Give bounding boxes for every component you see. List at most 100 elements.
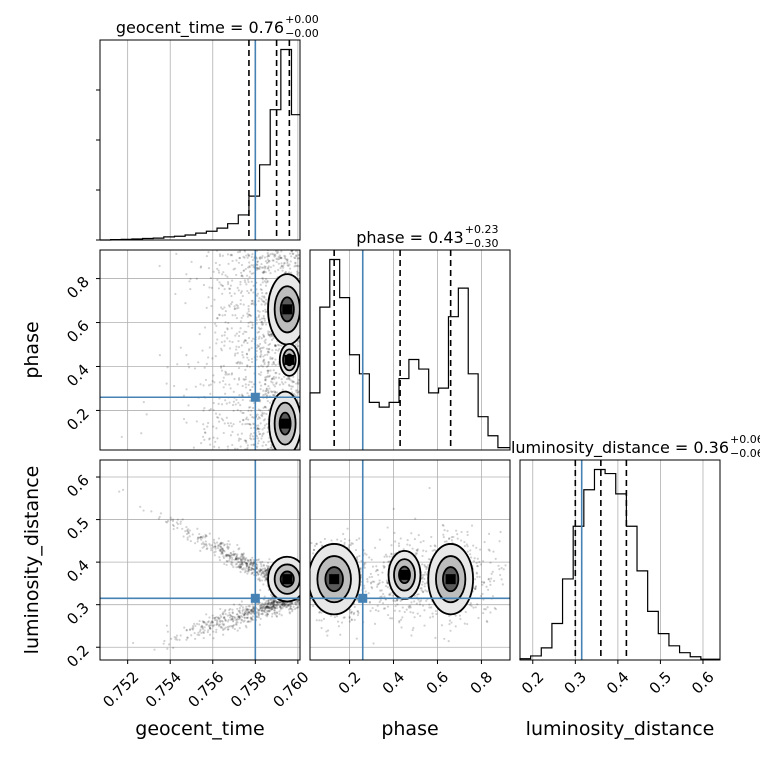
sample-point [280,257,282,259]
sample-point [251,327,253,329]
sample-point [368,592,370,594]
sample-point [263,315,265,317]
sample-point [292,253,294,255]
sample-point [469,553,471,555]
sample-point [172,518,174,520]
sample-point [205,540,207,542]
sample-point [264,609,266,611]
sample-point [213,271,215,273]
sample-point [263,363,265,365]
title-minus: −0.00 [285,27,319,40]
sample-point [400,537,402,539]
sample-point [220,546,222,548]
sample-point [189,535,191,537]
sample-point [240,615,242,617]
sample-point [215,355,217,357]
sample-point [205,624,207,626]
sample-point [501,567,503,569]
sample-point [222,542,224,544]
panel-title-geocent_time: geocent_time = 0.76 [116,18,284,38]
sample-point [238,262,240,264]
sample-point [290,260,292,262]
sample-point [267,613,269,615]
sample-point [228,614,230,616]
sample-point [175,253,177,255]
sample-point [245,442,247,444]
sample-point [228,609,230,611]
sample-point [249,414,251,416]
sample-point [253,285,255,287]
sample-point [269,606,271,608]
sample-point [460,531,462,533]
sample-point [228,304,230,306]
sample-point [222,308,224,310]
sample-point [264,383,266,385]
sample-point [196,528,198,530]
sample-point [248,384,250,386]
sample-point [181,528,183,530]
sample-point [209,532,211,534]
sample-point [383,596,385,598]
sample-point [248,292,250,294]
sample-point [245,331,247,333]
sample-point [213,539,215,541]
sample-point [315,543,317,545]
sample-point [224,399,226,401]
sample-point [264,304,266,306]
sample-point [273,600,275,602]
sample-point [224,543,226,545]
sample-point [193,623,195,625]
sample-point [232,611,234,613]
density-peak [282,574,292,584]
sample-point [222,611,224,613]
sample-point [428,603,430,605]
sample-point [429,616,431,618]
sample-point [202,384,204,386]
sample-point [264,267,266,269]
sample-point [246,565,248,567]
sample-point [209,444,211,446]
sample-point [239,404,241,406]
sample-point [182,535,184,537]
sample-point [278,348,280,350]
hist-bin [541,648,552,660]
sample-point [197,540,199,542]
sample-point [172,524,174,526]
sample-point [204,326,206,328]
sample-point [222,419,224,421]
sample-point [267,330,269,332]
sample-point [358,555,360,557]
sample-point [212,374,214,376]
sample-point [266,603,268,605]
sample-point [499,574,501,576]
sample-point [263,295,265,297]
sample-point [263,419,265,421]
sample-point [194,625,196,627]
sample-point [416,552,418,554]
sample-point [238,618,240,620]
sample-point [220,616,222,618]
sample-point [170,517,172,519]
sample-point [205,613,207,615]
sample-point [225,274,227,276]
sample-point [240,619,242,621]
sample-point [143,401,145,403]
sample-point [206,426,208,428]
hist-bin [658,634,669,660]
sample-point [237,561,239,563]
sample-point [419,600,421,602]
sample-point [235,621,237,623]
sample-point [251,303,253,305]
sample-point [221,349,223,351]
sample-point [269,375,271,377]
sample-point [221,335,223,337]
sample-point [223,377,225,379]
sample-point [344,616,346,618]
sample-point [258,257,260,259]
sample-point [251,340,253,342]
sample-point [251,273,253,275]
sample-point [272,605,274,607]
sample-point [326,634,328,636]
sample-point [224,393,226,395]
sample-point [204,367,206,369]
